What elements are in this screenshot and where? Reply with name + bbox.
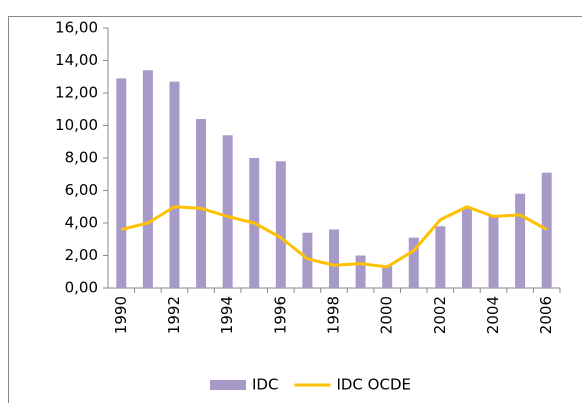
bar xyxy=(196,119,207,288)
legend-label: IDC xyxy=(252,376,278,394)
x-tick-label: 1990 xyxy=(112,296,130,334)
y-tick-label: 10,00 xyxy=(55,116,98,134)
y-tick-label: 8,00 xyxy=(65,149,98,167)
bar xyxy=(515,193,526,288)
bar xyxy=(329,229,339,288)
x-tick-label: 2006 xyxy=(537,296,555,334)
x-tick-label: 1998 xyxy=(325,296,343,334)
x-tick-label: 1992 xyxy=(165,296,183,334)
bar xyxy=(355,255,366,288)
chart-frame xyxy=(8,16,582,403)
y-tick-label: 0,00 xyxy=(65,279,98,297)
y-tick-label: 12,00 xyxy=(55,84,98,102)
bar xyxy=(408,237,419,288)
x-tick-label: 2002 xyxy=(431,296,449,334)
x-tick-label: 2004 xyxy=(484,296,502,334)
legend-swatch xyxy=(210,380,246,390)
bar xyxy=(302,232,313,288)
x-tick-label: 1994 xyxy=(218,296,236,334)
y-tick-label: 16,00 xyxy=(55,19,98,37)
bar xyxy=(142,70,153,288)
bar xyxy=(382,265,393,288)
y-tick-label: 4,00 xyxy=(65,214,98,232)
bar xyxy=(275,161,286,288)
y-tick-label: 6,00 xyxy=(65,181,98,199)
line xyxy=(120,205,548,269)
legend-label: IDC OCDE xyxy=(336,376,411,394)
bar xyxy=(461,208,472,288)
bar xyxy=(116,78,127,288)
y-tick-label: 14,00 xyxy=(55,51,98,69)
x-tick-label: 1996 xyxy=(271,296,289,334)
bar xyxy=(222,135,233,288)
y-tick-label: 2,00 xyxy=(65,246,98,264)
x-tick-label: 2000 xyxy=(378,296,396,334)
bar xyxy=(488,214,499,288)
bar xyxy=(541,172,552,288)
bar xyxy=(169,81,180,288)
bar xyxy=(435,226,446,288)
